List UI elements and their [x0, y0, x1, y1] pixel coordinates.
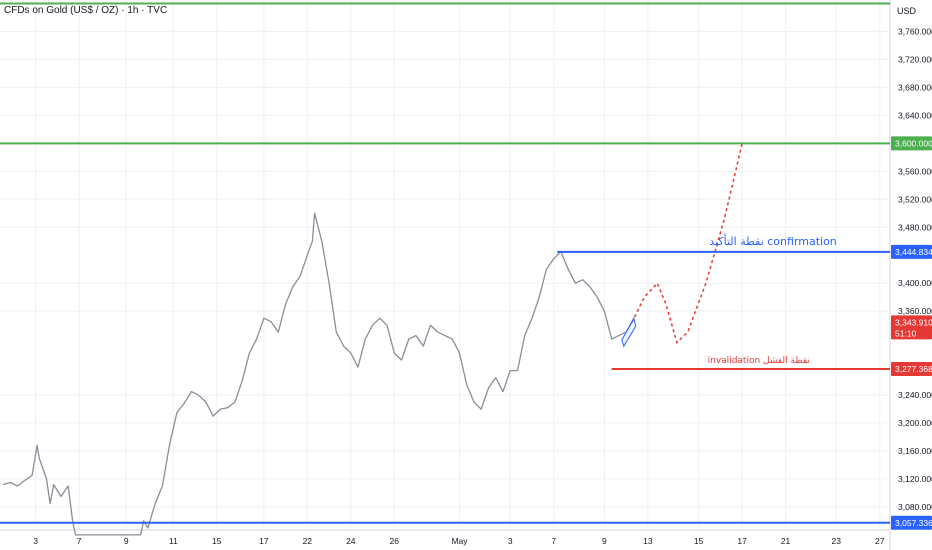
forecast-path — [631, 143, 743, 345]
y-tick-label: 3,200.000 — [898, 418, 932, 428]
y-tick-label: 3,640.000 — [898, 110, 932, 120]
y-tick-label: 3,480.000 — [898, 222, 932, 232]
y-tick-label: 3,240.000 — [898, 390, 932, 400]
x-tick-label: 7 — [77, 536, 82, 546]
y-tick-label: 3,120.000 — [898, 474, 932, 484]
x-tick-label: 9 — [124, 536, 129, 546]
x-tick-label: 23 — [832, 536, 842, 546]
x-tick-label: 3 — [33, 536, 38, 546]
chart-title: CFDs on Gold (US$ / OZ) · 1h · TVC — [4, 5, 168, 16]
level-price-label-4: 3,057.336 — [895, 518, 932, 528]
y-tick-label: 3,360.000 — [898, 306, 932, 316]
x-tick-label: 3 — [508, 536, 513, 546]
level-price-tag-3 — [891, 361, 932, 376]
x-tick-label: 26 — [390, 536, 400, 546]
level-price-tag-2 — [891, 244, 932, 259]
y-tick-label: 3,520.000 — [898, 194, 932, 204]
last-price-countdown: 51:10 — [895, 328, 917, 338]
x-tick-label: 9 — [602, 536, 607, 546]
x-tick-label: 21 — [781, 536, 791, 546]
y-tick-label: 3,560.000 — [898, 166, 932, 176]
y-tick-label: 3,760.000 — [898, 26, 932, 36]
level-price-label-1: 3,600.000 — [895, 138, 932, 148]
level-annotation-2: نقطة التأكيد confirmation — [709, 233, 837, 248]
x-tick-label: 27 — [875, 536, 885, 546]
x-tick-label: 17 — [737, 536, 747, 546]
level-price-tag-1 — [891, 136, 932, 151]
level-annotation-3: invalidation نقطة الفشل — [708, 356, 810, 366]
currency-label: USD — [897, 6, 917, 16]
wedge-pattern — [621, 316, 637, 348]
x-tick-label: 22 — [303, 536, 313, 546]
y-tick-label: 3,080.000 — [898, 502, 932, 512]
level-price-tag-4 — [891, 515, 932, 530]
x-tick-label: 15 — [694, 536, 704, 546]
x-tick-label: 11 — [169, 536, 178, 546]
y-tick-label: 3,400.000 — [898, 278, 932, 288]
y-tick-label: 3,680.000 — [898, 82, 932, 92]
level-price-label-2: 3,444.834 — [895, 247, 932, 257]
x-tick-label: 24 — [346, 536, 356, 546]
x-tick-label: 13 — [643, 536, 653, 546]
level-price-label-3: 3,277.368 — [895, 364, 932, 374]
x-tick-label: 7 — [551, 536, 556, 546]
y-tick-label: 3,720.000 — [898, 54, 932, 64]
price-series-line — [2, 212, 633, 536]
x-tick-label: 15 — [212, 536, 222, 546]
x-tick-label: May — [451, 536, 468, 546]
last-price-label: 3,343.910 — [895, 317, 932, 327]
last-price-tag — [891, 315, 932, 340]
y-tick-label: 3,160.000 — [898, 446, 932, 456]
x-tick-label: 17 — [259, 536, 269, 546]
